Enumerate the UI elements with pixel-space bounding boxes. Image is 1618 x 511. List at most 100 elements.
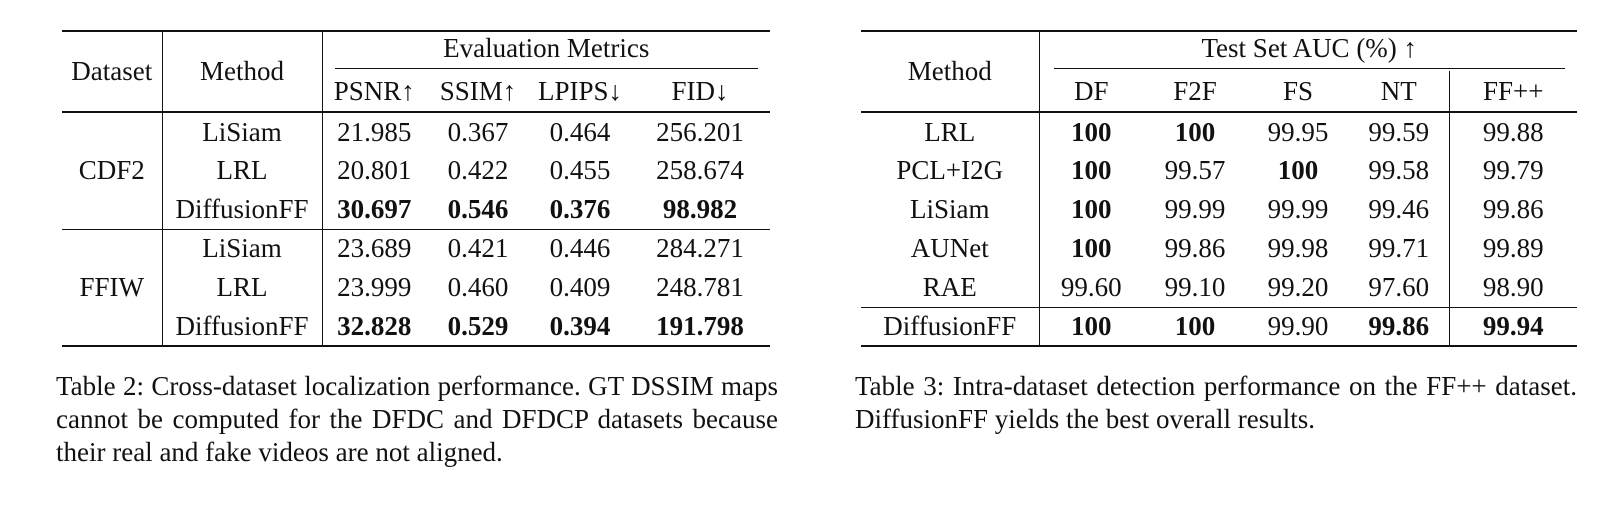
- header-ssim: SSIM↑: [439, 75, 517, 106]
- value-cell: 99.90: [1267, 310, 1329, 341]
- value-cell: 99.59: [1349, 112, 1450, 151]
- table-row: LRL 23.999 0.460 0.409 248.781: [62, 268, 770, 307]
- value-cell: 284.271: [656, 233, 744, 264]
- dataset-cell: FFIW: [62, 229, 163, 346]
- dataset-cell: CDF2: [62, 112, 163, 229]
- header-evaluation-metrics-label: Evaluation Metrics: [334, 34, 758, 69]
- header-fid: FID↓: [671, 75, 729, 106]
- table-row: DiffusionFF 32.828 0.529 0.394 191.798: [62, 307, 770, 346]
- value-cell: 99.79: [1482, 155, 1544, 185]
- value-cell-best: 100: [1071, 233, 1112, 263]
- method-cell: LiSiam: [162, 112, 323, 151]
- header-evaluation-metrics: Evaluation Metrics: [322, 31, 770, 71]
- value-cell-best: 99.86: [1349, 307, 1450, 346]
- value-cell: 0.446: [549, 233, 611, 264]
- value-cell: 0.464: [549, 116, 611, 147]
- method-cell: DiffusionFF: [861, 307, 1040, 346]
- value-cell: 99.10: [1164, 271, 1226, 302]
- value-cell: 99.88: [1482, 116, 1544, 147]
- header-test-set-auc: Test Set AUC (%) ↑: [1039, 31, 1577, 71]
- table-3-grid: Method Test Set AUC (%) ↑ DF F2F FS NT F…: [861, 30, 1577, 347]
- table-row: FFIW LiSiam 23.689 0.421 0.446 284.271: [62, 229, 770, 346]
- table-row: AUNet 100 99.86 99.98 99.71 99.89: [861, 229, 1577, 268]
- header-df: DF: [1073, 75, 1109, 106]
- value-cell-best: 0.546: [447, 193, 509, 224]
- method-cell: PCL+I2G: [861, 151, 1040, 190]
- header-psnr: PSNR↑: [333, 75, 415, 106]
- value-cell-best: 100: [1174, 310, 1216, 341]
- value-cell: 248.781: [656, 272, 744, 302]
- value-cell-best: 30.697: [337, 193, 412, 224]
- method-cell: LiSiam: [861, 190, 1040, 229]
- value-cell: 258.674: [656, 155, 744, 185]
- table-2-grid: Dataset Method Evaluation Metrics PSNR↑ …: [62, 30, 770, 347]
- value-cell: 99.86: [1164, 233, 1226, 263]
- method-cell: LRL: [861, 112, 1040, 151]
- value-cell: 99.57: [1164, 155, 1226, 185]
- method-cell: AUNet: [861, 229, 1040, 268]
- value-cell: 99.98: [1267, 233, 1329, 263]
- method-cell: LRL: [162, 151, 323, 190]
- value-cell: 99.58: [1349, 151, 1450, 190]
- value-cell: 99.86: [1482, 194, 1544, 224]
- value-cell: 99.95: [1267, 116, 1329, 147]
- value-cell-best: 191.798: [656, 310, 744, 341]
- value-cell: 23.689: [337, 233, 412, 264]
- value-cell: 99.60: [1060, 271, 1122, 302]
- table-3-caption: Table 3: Intra-dataset detection perform…: [855, 371, 1577, 434]
- value-cell-best: 32.828: [337, 310, 412, 341]
- value-cell: 99.46: [1349, 190, 1450, 229]
- method-cell: DiffusionFF: [162, 190, 323, 229]
- value-cell-best: 100: [1071, 116, 1112, 147]
- header-lpips: LPIPS↓: [537, 75, 623, 106]
- value-cell: 99.99: [1164, 194, 1226, 224]
- header-dataset: Dataset: [62, 31, 163, 113]
- header-f2f: F2F: [1173, 75, 1217, 106]
- table-row: DiffusionFF 100 100 99.90 99.86 99.94: [861, 307, 1577, 346]
- value-cell: 0.409: [549, 272, 611, 302]
- method-cell: RAE: [861, 268, 1040, 307]
- table-row: LRL 100 100 99.95 99.59 99.88: [861, 112, 1577, 151]
- value-cell: 0.367: [447, 116, 509, 147]
- value-cell: 0.421: [447, 233, 509, 264]
- value-cell: 98.90: [1482, 271, 1544, 302]
- value-cell-best: 100: [1277, 155, 1319, 185]
- header-method: Method: [861, 31, 1040, 113]
- value-cell-best: 100: [1071, 155, 1112, 185]
- header-method: Method: [162, 31, 323, 113]
- value-cell: 20.801: [337, 155, 412, 185]
- table-row: LiSiam 100 99.99 99.99 99.46 99.86: [861, 190, 1577, 229]
- value-cell: 99.71: [1349, 229, 1450, 268]
- value-cell: 21.985: [337, 116, 412, 147]
- value-cell: 0.460: [447, 272, 509, 302]
- value-cell-best: 100: [1071, 310, 1112, 341]
- value-cell-best: 0.394: [549, 310, 611, 341]
- value-cell-best: 99.94: [1482, 310, 1544, 341]
- table-3: Method Test Set AUC (%) ↑ DF F2F FS NT F…: [861, 30, 1577, 347]
- value-cell-best: 100: [1071, 194, 1112, 224]
- table-row: RAE 99.60 99.10 99.20 97.60 98.90: [861, 268, 1577, 307]
- value-cell: 99.89: [1482, 233, 1544, 263]
- header-ffpp: FF++: [1483, 75, 1544, 106]
- method-cell: LRL: [162, 268, 323, 307]
- header-test-set-auc-label: Test Set AUC (%) ↑: [1053, 34, 1565, 69]
- value-cell-best: 100: [1174, 116, 1216, 147]
- value-cell: 99.20: [1267, 271, 1329, 302]
- value-cell: 0.422: [447, 155, 509, 185]
- table-row: LRL 20.801 0.422 0.455 258.674: [62, 151, 770, 190]
- value-cell: 97.60: [1349, 268, 1450, 307]
- header-nt: NT: [1349, 71, 1450, 112]
- table-row: CDF2 LiSiam 21.985 0.367 0.464 256.201: [62, 112, 770, 229]
- table-row: DiffusionFF 30.697 0.546 0.376 98.982: [62, 190, 770, 229]
- table-2-caption: Table 2: Cross-dataset localization perf…: [56, 371, 778, 467]
- value-cell-best: 0.376: [549, 193, 611, 224]
- value-cell: 23.999: [337, 272, 412, 302]
- header-fs: FS: [1282, 75, 1314, 106]
- value-cell: 99.99: [1267, 194, 1329, 224]
- table-2: Dataset Method Evaluation Metrics PSNR↑ …: [62, 30, 770, 347]
- value-cell: 0.455: [549, 155, 611, 185]
- method-cell: DiffusionFF: [162, 307, 323, 346]
- method-cell: LiSiam: [162, 229, 323, 268]
- value-cell: 256.201: [656, 116, 744, 147]
- value-cell-best: 0.529: [447, 310, 509, 341]
